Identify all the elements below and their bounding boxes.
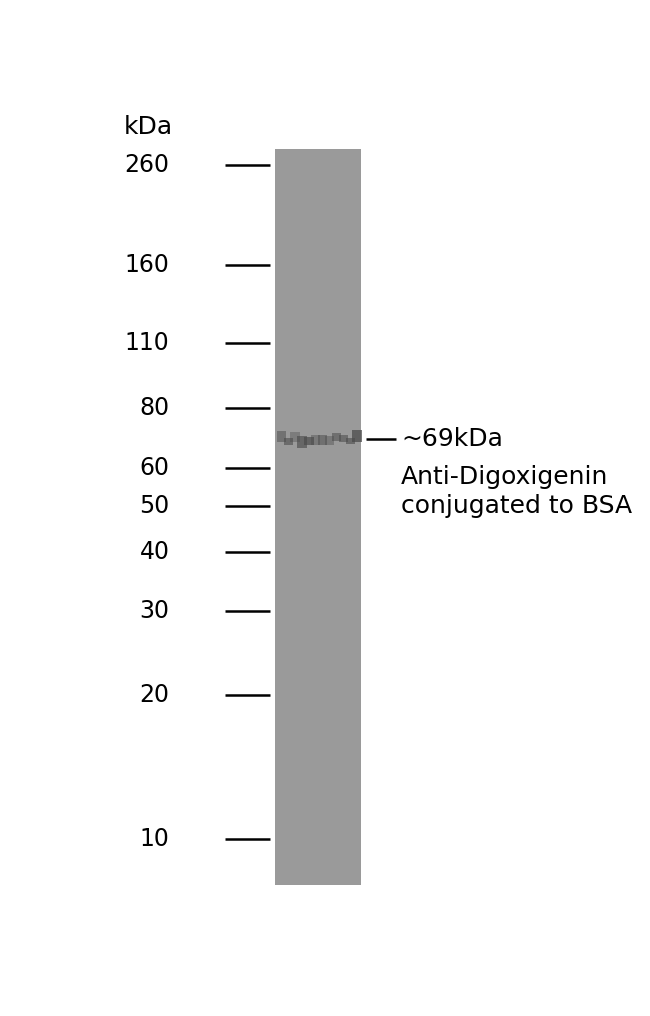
Text: 50: 50 — [139, 494, 170, 517]
Bar — [325, 436, 334, 445]
Text: 20: 20 — [139, 683, 170, 707]
Text: 110: 110 — [125, 330, 170, 355]
Bar — [304, 437, 313, 445]
Text: ~69kDa: ~69kDa — [401, 427, 503, 451]
Bar — [277, 431, 286, 442]
Bar — [346, 438, 355, 444]
Text: Anti-Digoxigenin: Anti-Digoxigenin — [401, 464, 608, 489]
Bar — [297, 436, 307, 448]
Bar — [283, 438, 293, 445]
Text: 60: 60 — [139, 456, 170, 480]
Bar — [352, 431, 361, 442]
Bar — [332, 434, 341, 441]
Text: 40: 40 — [139, 539, 170, 564]
Text: 10: 10 — [140, 827, 170, 850]
Bar — [275, 149, 361, 885]
Text: kDa: kDa — [124, 115, 173, 139]
Text: 80: 80 — [139, 396, 170, 421]
Bar — [291, 432, 300, 442]
Text: 260: 260 — [124, 152, 170, 177]
Bar — [318, 435, 328, 445]
Bar — [311, 436, 320, 445]
Text: conjugated to BSA: conjugated to BSA — [401, 494, 632, 517]
Text: 160: 160 — [125, 253, 170, 277]
Text: 30: 30 — [139, 599, 170, 623]
Bar — [339, 435, 348, 442]
